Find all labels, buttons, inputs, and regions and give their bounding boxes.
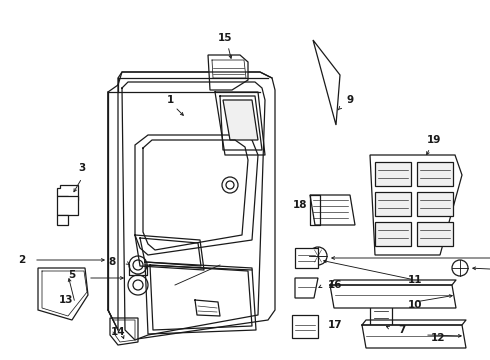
Polygon shape [292, 315, 318, 338]
Text: 1: 1 [167, 95, 173, 105]
Polygon shape [375, 222, 411, 246]
Text: 19: 19 [427, 135, 441, 145]
Polygon shape [295, 278, 318, 298]
Text: 9: 9 [346, 95, 354, 105]
Polygon shape [223, 100, 258, 140]
Text: 11: 11 [408, 275, 422, 285]
Polygon shape [108, 72, 275, 340]
Text: 10: 10 [408, 300, 422, 310]
Polygon shape [417, 192, 453, 216]
Polygon shape [38, 268, 88, 320]
Text: 18: 18 [293, 200, 307, 210]
Polygon shape [417, 222, 453, 246]
Text: 3: 3 [78, 163, 86, 173]
Text: 5: 5 [69, 270, 75, 280]
Polygon shape [135, 135, 258, 255]
Text: 8: 8 [108, 257, 116, 267]
Text: 2: 2 [19, 255, 25, 265]
Text: 13: 13 [59, 295, 73, 305]
Polygon shape [370, 305, 392, 325]
Polygon shape [110, 318, 138, 345]
Polygon shape [330, 285, 456, 308]
Polygon shape [375, 192, 411, 216]
Text: 17: 17 [328, 320, 343, 330]
Polygon shape [313, 40, 340, 125]
Polygon shape [362, 325, 466, 348]
Text: 14: 14 [111, 327, 125, 337]
Polygon shape [295, 248, 318, 268]
Polygon shape [417, 162, 453, 186]
Text: 15: 15 [218, 33, 232, 43]
Polygon shape [375, 162, 411, 186]
Polygon shape [370, 155, 462, 255]
Polygon shape [310, 195, 355, 225]
Polygon shape [57, 196, 78, 215]
Text: 7: 7 [398, 325, 406, 335]
Polygon shape [57, 215, 68, 225]
Text: 12: 12 [431, 333, 445, 343]
Polygon shape [208, 55, 248, 90]
Text: 16: 16 [328, 280, 342, 290]
Polygon shape [57, 185, 78, 204]
